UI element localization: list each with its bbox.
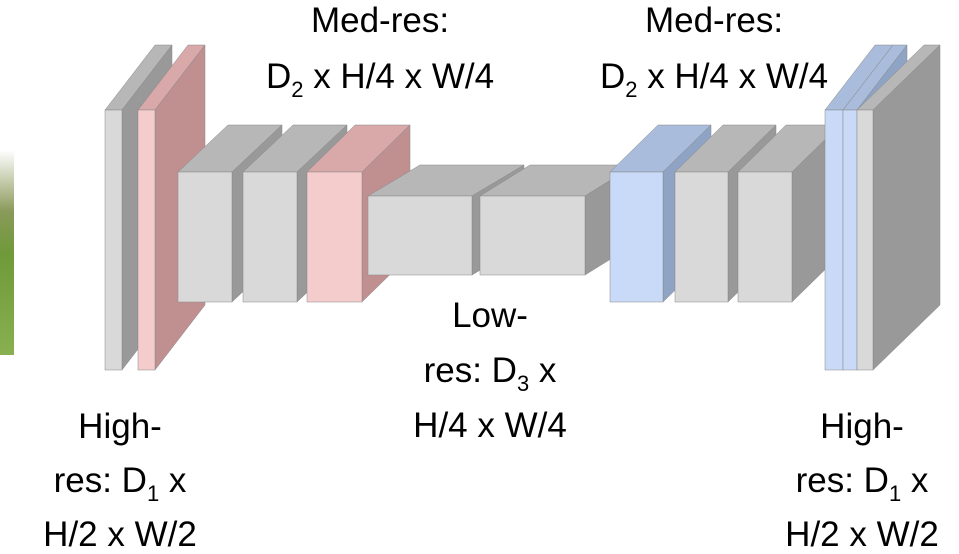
label-text: High-: [78, 407, 162, 446]
label-text: H/2 x W/2: [43, 515, 197, 554]
label-line: H/2 x W/2: [43, 515, 197, 554]
label-text: x H/4 x W/4: [303, 57, 494, 96]
subscript: 2: [291, 77, 303, 102]
label-line: res: D1 x: [54, 461, 187, 506]
label-line: D2 x H/4 x W/4: [266, 57, 494, 102]
subscript: 3: [517, 371, 529, 396]
label-text: Med-res:: [311, 1, 449, 40]
block-front: [675, 172, 728, 302]
diagram: Med-res:D2 x H/4 x W/4Med-res:D2 x H/4 x…: [0, 0, 959, 554]
label-text: x H/4 x W/4: [637, 57, 828, 96]
block-front: [857, 110, 873, 370]
block-front: [307, 172, 362, 302]
label-line: Low-: [452, 296, 528, 335]
label-line: D2 x H/4 x W/4: [600, 57, 828, 102]
block-front: [843, 110, 857, 370]
label-line: res: D3 x: [424, 351, 557, 396]
label-line: High-: [78, 407, 162, 446]
label-line: High-: [820, 407, 904, 446]
block-front: [480, 196, 585, 275]
block-front: [105, 110, 122, 370]
block-front: [738, 172, 792, 302]
label-text: x: [159, 461, 187, 500]
label-text: x: [901, 461, 929, 500]
label-line: Med-res:: [311, 1, 449, 40]
label-text: res: D: [424, 351, 517, 390]
subscript: 2: [625, 77, 637, 102]
input-image: [0, 150, 14, 355]
label-text: x: [529, 351, 557, 390]
subscript: 1: [147, 481, 159, 506]
label-line: Med-res:: [645, 1, 783, 40]
label-text: Low-: [452, 296, 528, 335]
label-text: Med-res:: [645, 1, 783, 40]
block-front: [825, 110, 843, 370]
label-text: D: [266, 57, 291, 96]
block-front: [138, 110, 155, 370]
block-front: [178, 172, 232, 302]
subscript: 1: [889, 481, 901, 506]
label-line: H/2 x W/2: [785, 515, 939, 554]
block-front: [368, 196, 472, 275]
label-text: res: D: [54, 461, 147, 500]
block-front: [243, 172, 297, 302]
label-line: res: D1 x: [796, 461, 929, 506]
label-text: D: [600, 57, 625, 96]
label-text: H/4 x W/4: [413, 406, 567, 445]
label-text: H/2 x W/2: [785, 515, 939, 554]
label-text: res: D: [796, 461, 889, 500]
label-text: High-: [820, 407, 904, 446]
label-line: H/4 x W/4: [413, 406, 567, 445]
block-front: [610, 172, 663, 302]
